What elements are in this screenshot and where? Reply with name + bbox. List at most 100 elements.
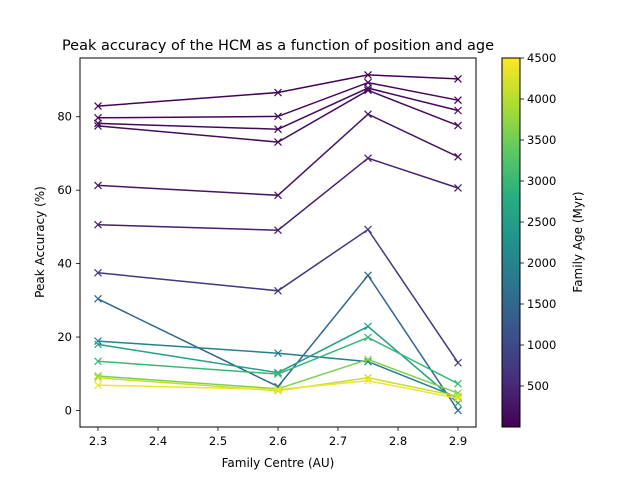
data-point-marker: [454, 406, 462, 415]
series-12: [94, 355, 462, 398]
y-tick-label: 20: [57, 330, 72, 344]
series-2: [94, 78, 462, 122]
data-point-marker: [274, 349, 282, 358]
colorbar-tick-label: 500: [527, 379, 549, 393]
data-point-marker: [274, 191, 282, 200]
data-point-marker: [364, 271, 372, 280]
data-point-marker: [94, 357, 102, 366]
axes-frame: [79, 57, 477, 428]
data-point-marker: [94, 337, 102, 346]
x-tick-label: 2.7: [329, 434, 347, 448]
x-tick-label: 2.6: [269, 434, 287, 448]
data-point-marker: [364, 376, 372, 385]
series-line: [97, 87, 459, 130]
data-point-marker: [274, 88, 282, 97]
y-tick-label: 40: [57, 257, 72, 271]
colorbar-tick-label: 1500: [527, 297, 556, 311]
data-point-marker: [274, 286, 282, 295]
colorbar-ticks: 500 1000 1500 2000 2500 3000 3500 4000 4500: [520, 51, 556, 393]
series-11: [94, 333, 462, 388]
data-point-marker: [274, 368, 282, 377]
series-8: [94, 271, 462, 415]
data-point-marker: [274, 226, 282, 235]
colorbar-label: Family Age (Myr): [571, 191, 585, 292]
x-tick-label: 2.9: [449, 434, 467, 448]
data-point-marker: [94, 381, 102, 390]
y-axis-ticks: 0 20 40 60 80: [57, 110, 80, 417]
colorbar-gradient: [501, 57, 521, 428]
data-point-marker: [364, 355, 372, 364]
colorbar-tick-label: 3000: [527, 174, 556, 188]
data-point-marker: [454, 75, 462, 83]
series-5: [94, 110, 462, 200]
colorbar-tick-label: 4000: [527, 92, 556, 106]
data-point-marker: [94, 373, 102, 382]
series-line: [97, 89, 459, 143]
series-7: [94, 225, 462, 367]
colorbar-tick-label: 2000: [527, 256, 556, 270]
data-point-marker: [454, 394, 462, 403]
data-point-marker: [364, 225, 372, 234]
chart-title: Peak accuracy of the HCM as a function o…: [62, 38, 494, 54]
data-point-marker: [94, 294, 102, 303]
data-point-marker: [364, 333, 372, 342]
colorbar-tick-label: 3500: [527, 133, 556, 147]
series-4: [94, 86, 462, 147]
data-point-marker: [454, 184, 462, 192]
series-line: [97, 74, 459, 107]
series-line: [97, 379, 459, 400]
data-point-marker: [454, 106, 462, 115]
data-point-marker: [364, 86, 372, 95]
series-14: [94, 376, 462, 403]
series-line: [97, 274, 459, 411]
series-6: [94, 154, 462, 235]
x-axis-label: Family Centre (AU): [222, 456, 335, 470]
data-point-marker: [94, 220, 102, 229]
series-line: [97, 377, 459, 397]
data-point-marker: [274, 125, 282, 134]
y-tick-label: 80: [57, 110, 72, 124]
data-point-marker: [364, 373, 372, 382]
data-point-marker: [274, 112, 282, 121]
data-point-marker: [274, 370, 282, 379]
colorbar-tick-label: 1000: [527, 338, 556, 352]
data-point-marker: [454, 152, 462, 161]
data-point-marker: [454, 121, 462, 130]
series-line: [97, 325, 459, 404]
series-line: [97, 228, 459, 364]
data-point-marker: [364, 110, 372, 119]
data-point-marker: [454, 96, 462, 105]
colorbar: 500 1000 1500 2000 2500 3000 3500 4000 4500 Fami…: [501, 51, 585, 428]
data-point-marker: [94, 268, 102, 277]
x-tick-label: 2.3: [89, 434, 107, 448]
series-1: [94, 70, 462, 111]
x-tick-label: 2.4: [149, 434, 167, 448]
y-axis-label: Peak Accuracy (%): [33, 186, 47, 298]
data-point-marker: [94, 102, 102, 111]
x-tick-label: 2.8: [389, 434, 407, 448]
data-point-marker: [274, 138, 282, 147]
y-tick-label: 60: [57, 183, 72, 197]
x-axis-ticks: 2.3 2.4 2.5 2.6 2.7 2.8 2.9: [89, 427, 467, 448]
plot-area: 2.3 2.4 2.5 2.6 2.7 2.8 2.9 0 20 40 60 80: [57, 57, 477, 448]
data-point-marker: [274, 385, 282, 394]
y-tick-label: 0: [65, 403, 72, 417]
series-line: [97, 157, 459, 231]
data-point-marker: [454, 379, 462, 388]
data-point-marker: [94, 122, 102, 130]
series-line: [97, 340, 459, 399]
series-line: [97, 81, 459, 119]
series-line: [97, 113, 459, 197]
data-point-marker: [364, 154, 372, 163]
series-layer: [94, 70, 462, 415]
colorbar-tick-label: 2500: [527, 215, 556, 229]
series-line: [97, 336, 459, 385]
data-point-marker: [364, 70, 372, 79]
data-point-marker: [274, 386, 282, 395]
data-point-marker: [364, 322, 372, 331]
series-9: [94, 337, 462, 402]
data-point-marker: [94, 181, 102, 190]
data-point-marker: [454, 358, 462, 367]
x-tick-label: 2.5: [209, 434, 227, 448]
